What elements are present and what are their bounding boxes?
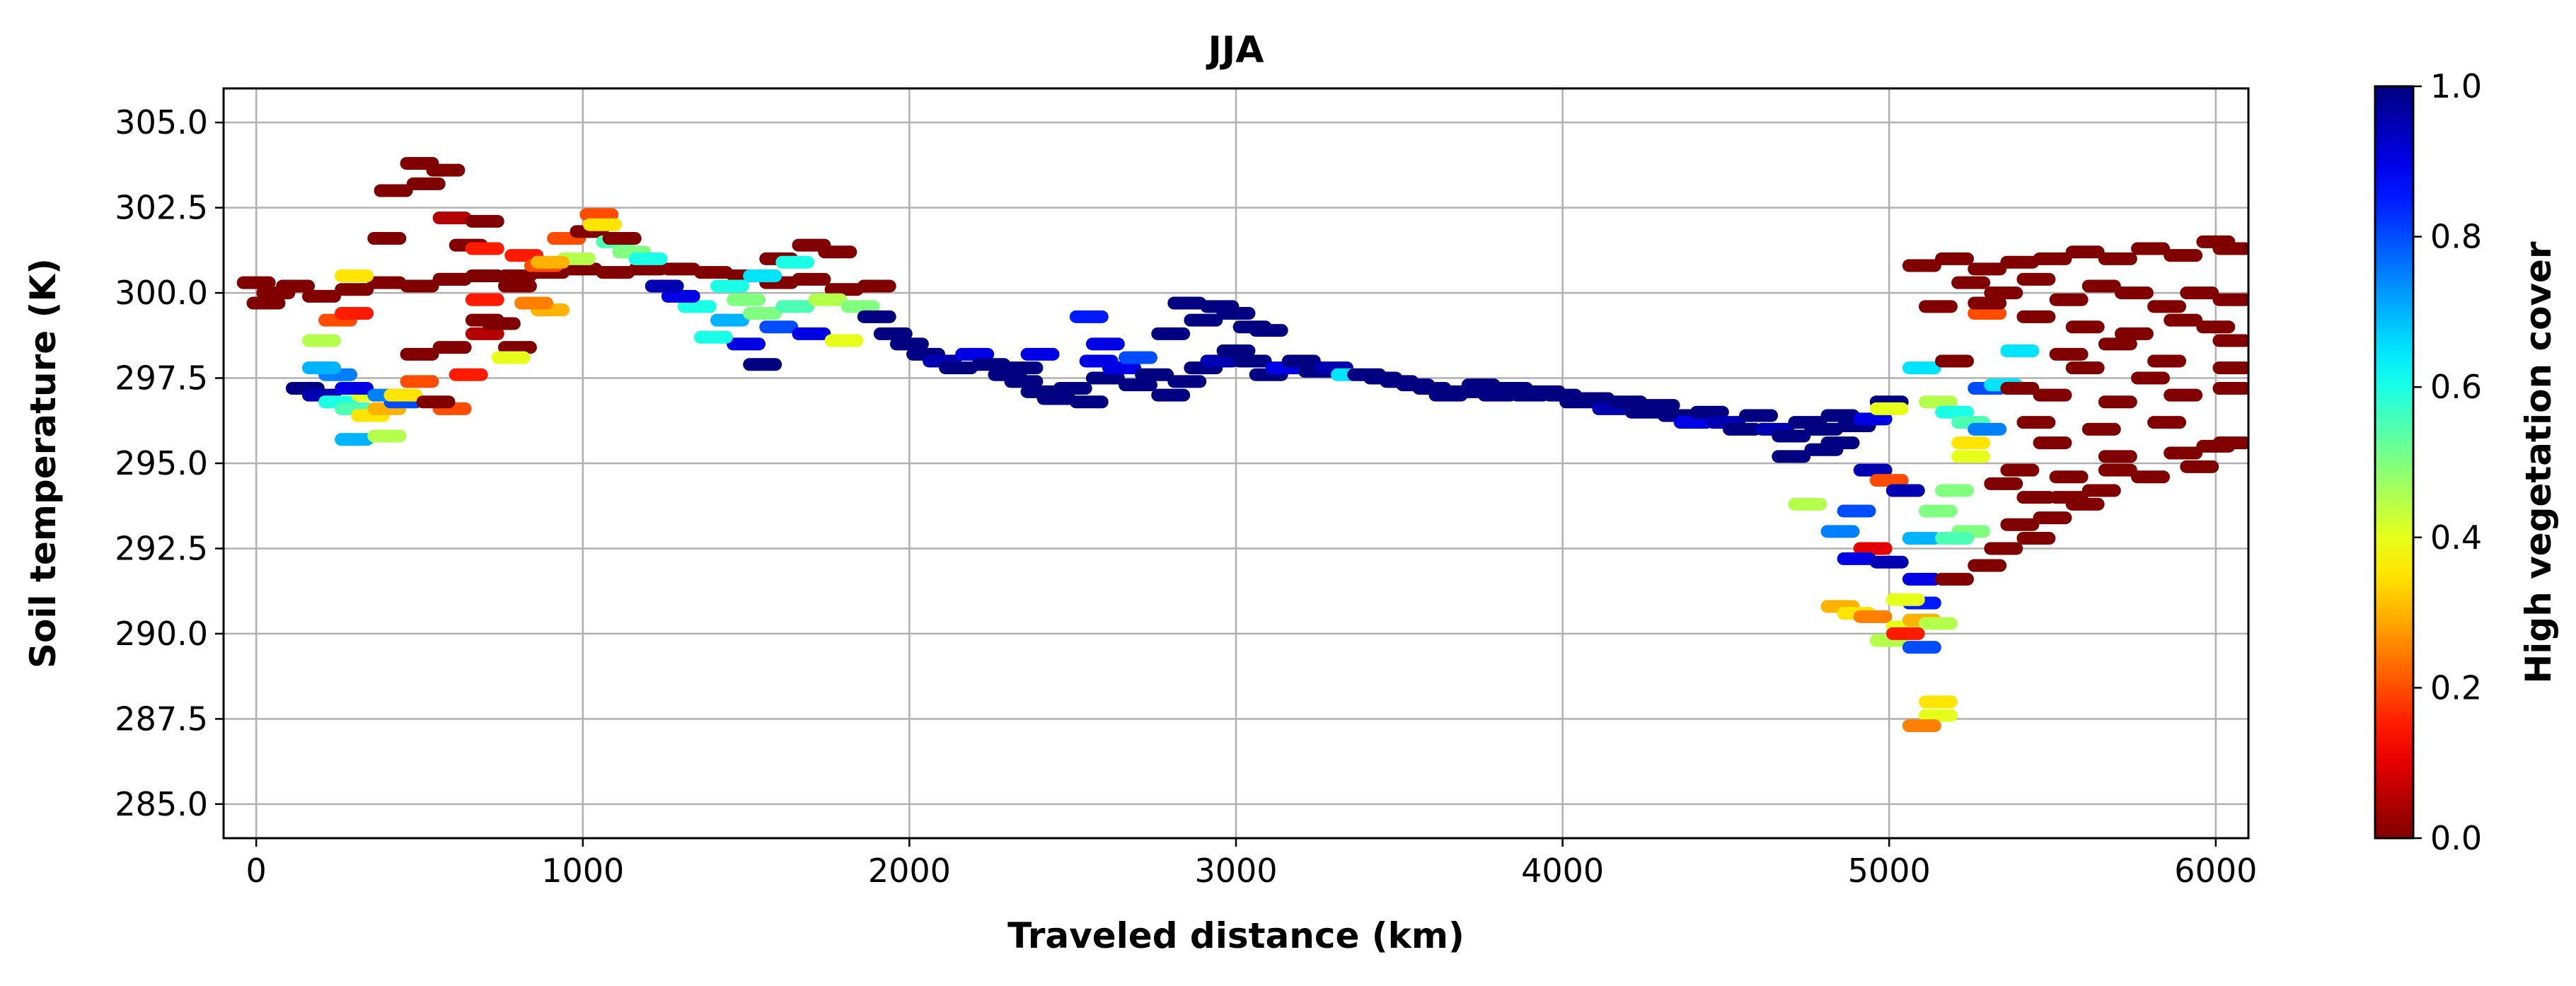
chart-title: JJA [1206,29,1264,71]
colorbar-tick-label: 1.0 [2430,67,2482,105]
x-tick-label: 4000 [1521,852,1604,890]
y-axis-label: Soil temperature (K) [23,258,64,668]
x-tick-label: 1000 [541,852,624,890]
x-axis-label: Traveled distance (km) [1007,915,1465,956]
colorbar-tick-label: 0.8 [2430,218,2482,256]
y-tick-label: 305.0 [115,103,208,141]
y-tick-label: 302.5 [115,189,208,227]
colorbar-tick-label: 0.6 [2430,368,2482,406]
colorbar-label: High vegetation cover [2518,241,2559,684]
colorbar [2375,86,2413,838]
x-tick-label: 2000 [868,852,951,890]
y-tick-label: 290.0 [115,615,208,653]
grid-lines [224,88,2248,838]
colorbar-tick-label: 0.0 [2430,819,2482,857]
y-tick-label: 295.0 [115,444,208,482]
scatter-points [243,163,2246,726]
x-tick-label: 3000 [1194,852,1277,890]
colorbar-tick-label: 0.4 [2430,518,2482,557]
x-axis-ticks: 0 1000 2000 3000 4000 5000 6000 [246,838,2258,890]
x-tick-label: 0 [246,852,267,890]
y-tick-label: 287.5 [115,700,208,738]
y-axis-ticks: 285.0 287.5 290.0 292.5 295.0 297.5 300.0 302.5… [115,103,224,823]
x-tick-label: 6000 [2174,852,2257,890]
x-tick-label: 5000 [1848,852,1931,890]
y-tick-label: 297.5 [115,359,208,398]
y-tick-label: 292.5 [115,529,208,567]
y-tick-label: 285.0 [115,785,208,823]
y-tick-label: 300.0 [115,274,208,312]
colorbar-ticks: 0.0 0.2 0.4 0.6 0.8 1.0 [2413,67,2482,857]
colorbar-tick-label: 0.2 [2430,668,2482,707]
